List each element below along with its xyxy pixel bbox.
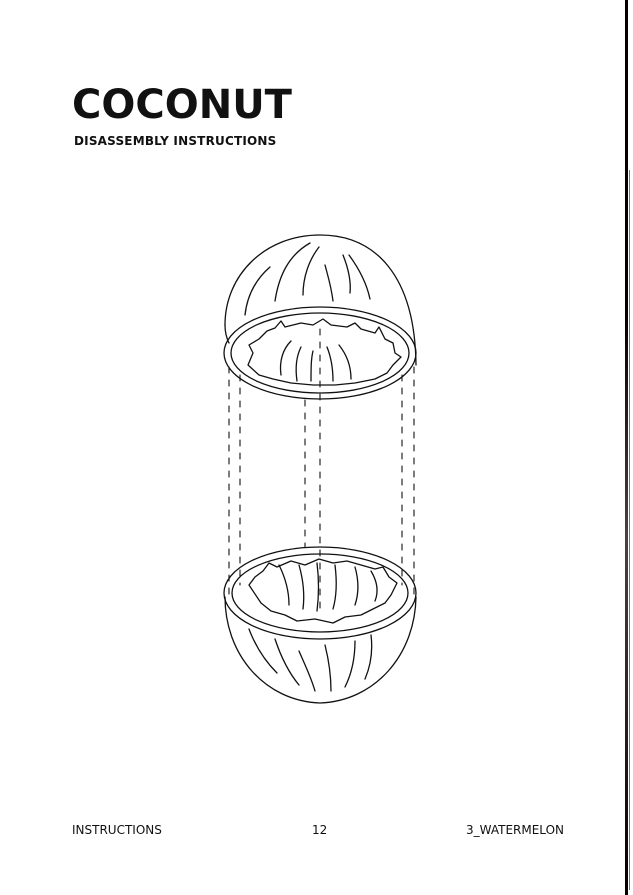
coconut-halves-exploded-view-icon xyxy=(215,225,425,719)
coconut-bottom-half xyxy=(223,546,417,704)
footer-right-label: 3_WATERMELON xyxy=(466,823,564,837)
page-title: COCONUT xyxy=(72,82,292,128)
page-edge-line xyxy=(625,0,628,895)
page-number: 12 xyxy=(312,823,328,837)
page-subtitle: DISASSEMBLY INSTRUCTIONS xyxy=(74,134,277,148)
footer-left-label: INSTRUCTIONS xyxy=(72,823,162,837)
coconut-top-half xyxy=(223,234,417,400)
dashed-guide-lines xyxy=(228,328,415,614)
page-edge-shadow xyxy=(629,170,630,890)
